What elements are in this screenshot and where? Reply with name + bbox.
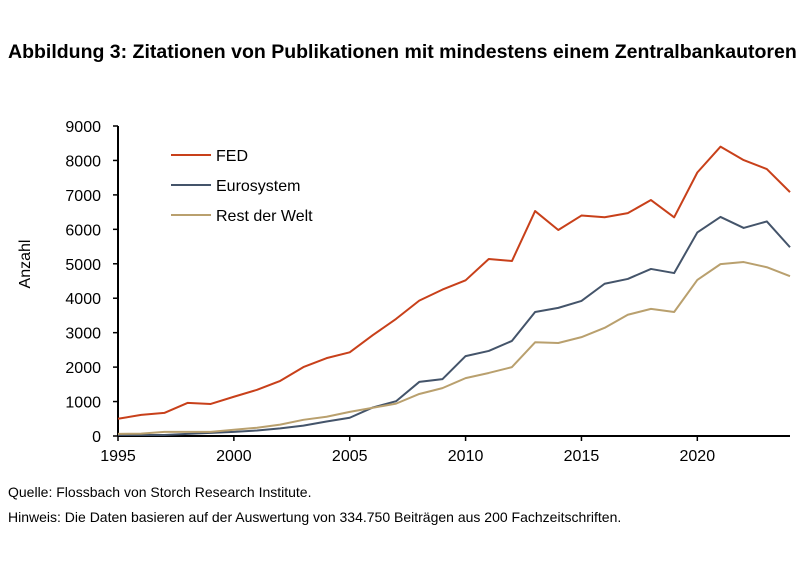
y-tick-label: 5000 — [65, 257, 101, 274]
series-line-eurosystem — [118, 215, 791, 436]
y-tick-label: 1000 — [65, 395, 101, 412]
chart-title: Abbildung 3: Zitationen von Publikatione… — [8, 41, 797, 63]
legend-label: Eurosystem — [216, 178, 300, 195]
x-tick-label: 2020 — [680, 448, 716, 465]
y-tick-label: 9000 — [65, 119, 101, 136]
hint-note: Hinweis: Die Daten basieren auf der Ausw… — [8, 509, 622, 525]
y-tick-label: 4000 — [65, 291, 101, 308]
source-note: Quelle: Flossbach von Storch Research In… — [8, 484, 312, 500]
legend-label: Rest der Welt — [216, 208, 313, 225]
x-tick-label: 2005 — [332, 448, 368, 465]
y-tick-label: 6000 — [65, 222, 101, 239]
series-line-rest-der-welt — [117, 261, 791, 435]
x-tick-label: 2000 — [216, 448, 252, 465]
y-tick-label: 8000 — [65, 153, 101, 170]
x-tick-label: 2010 — [448, 448, 484, 465]
y-tick-label: 7000 — [65, 188, 101, 205]
series-line-fed — [117, 145, 791, 420]
y-tick-label: 3000 — [65, 326, 101, 343]
y-tick-label: 0 — [92, 429, 101, 446]
x-tick-label: 2015 — [564, 448, 600, 465]
y-axis-label: Anzahl — [17, 240, 34, 289]
x-tick-label: 1995 — [100, 448, 136, 465]
y-tick-label: 2000 — [65, 360, 101, 377]
legend-label: FED — [216, 148, 248, 165]
